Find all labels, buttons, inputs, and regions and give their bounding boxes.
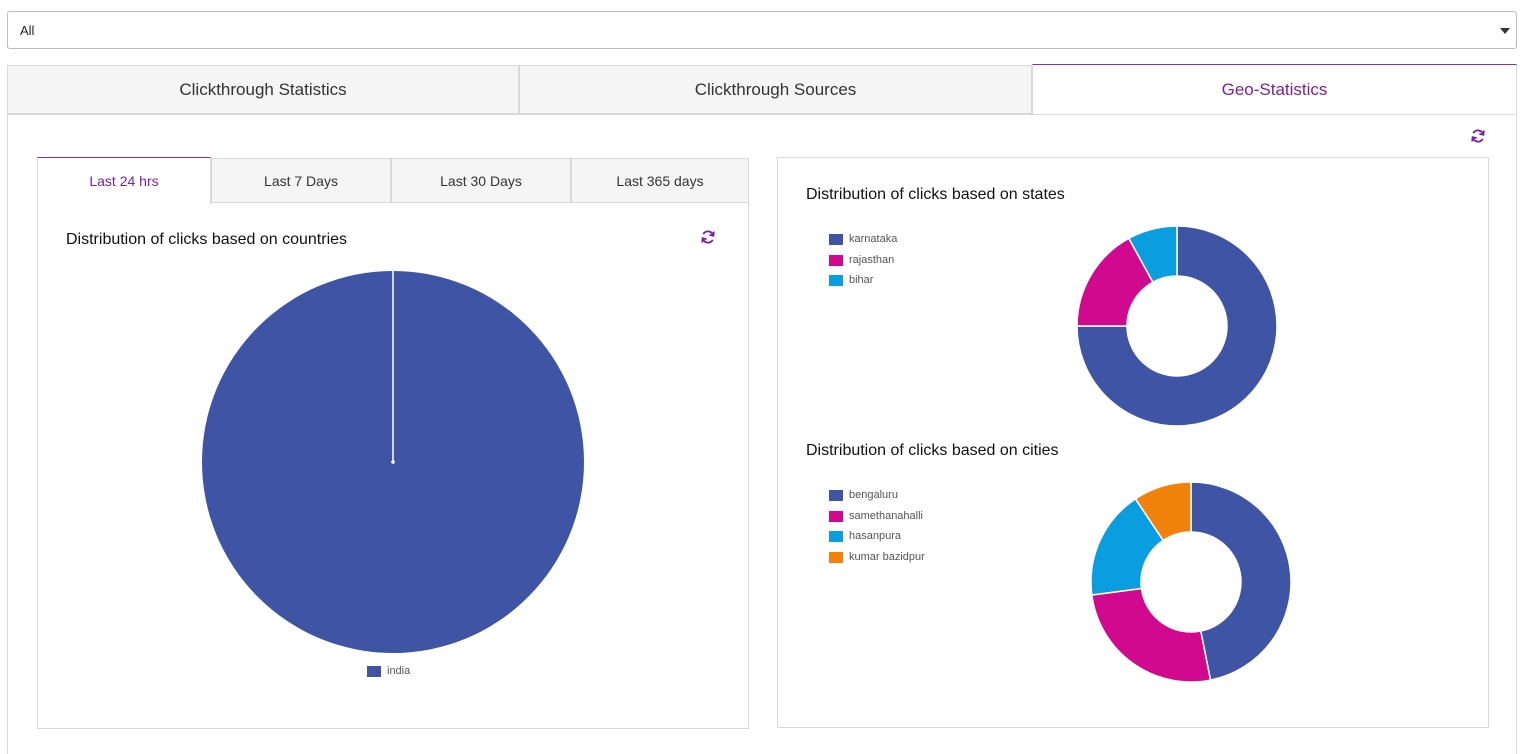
legend-swatch: [829, 510, 843, 522]
refresh-icon[interactable]: [1470, 128, 1486, 144]
countries-chart-body: [37, 203, 749, 729]
filter-select[interactable]: All: [7, 11, 1517, 49]
legend-swatch: [367, 665, 381, 677]
countries-chart-title: Distribution of clicks based on countrie…: [66, 231, 348, 248]
legend-swatch: [829, 551, 843, 563]
tab-geo-statistics[interactable]: Geo-Statistics: [1032, 64, 1517, 115]
countries-card: Last 24 hrs Last 7 Days Last 30 Days Las…: [37, 157, 749, 729]
legend-label: rajasthan: [849, 254, 895, 266]
legend-swatch: [829, 489, 843, 501]
filter-select-value: All: [20, 23, 35, 38]
pie-center-dot: [391, 460, 395, 464]
tab-last-30-days[interactable]: Last 30 Days: [391, 158, 571, 203]
time-range-tabs: Last 24 hrs Last 7 Days Last 30 Days Las…: [37, 157, 749, 204]
legend-item-kumar-bazidpur[interactable]: kumar bazidpur: [829, 551, 925, 563]
legend-swatch: [829, 530, 843, 542]
slice-kumar-bazidpur[interactable]: [1134, 481, 1192, 542]
tab-clickthrough-statistics[interactable]: Clickthrough Statistics: [7, 65, 519, 114]
tab-last-365-days[interactable]: Last 365 days: [571, 158, 749, 203]
legend-item-hasanpura[interactable]: hasanpura: [829, 530, 901, 542]
legend-item-bengaluru[interactable]: bengaluru: [829, 489, 898, 501]
legend-label: hasanpura: [849, 530, 901, 542]
states-chart-title: Distribution of clicks based on states: [806, 186, 1065, 203]
legend-item-samethanahalli[interactable]: samethanahalli: [829, 510, 923, 522]
legend-label: bengaluru: [849, 489, 898, 501]
legend-item-rajasthan[interactable]: rajasthan: [829, 254, 894, 266]
legend-label: bihar: [849, 274, 874, 286]
main-tabs: Clickthrough Statistics Clickthrough Sou…: [7, 64, 1517, 115]
legend-label: india: [387, 665, 411, 677]
legend-item-bihar[interactable]: bihar: [829, 274, 873, 286]
slice-samethanahalli[interactable]: [1091, 587, 1212, 683]
legend-label: kumar bazidpur: [849, 551, 925, 563]
tab-last-7-days[interactable]: Last 7 Days: [211, 158, 391, 203]
slice-karnataka[interactable]: [1076, 225, 1278, 427]
chevron-down-icon: [1500, 28, 1510, 34]
tab-last-24-hrs[interactable]: Last 24 hrs: [37, 157, 211, 204]
slice-bengaluru[interactable]: [1190, 481, 1292, 681]
cities-chart-title: Distribution of clicks based on cities: [806, 442, 1059, 459]
legend-swatch: [829, 274, 843, 286]
slice-bihar[interactable]: [1127, 225, 1178, 284]
states-cities-card: [777, 157, 1489, 728]
legend-swatch: [829, 233, 843, 245]
refresh-icon[interactable]: [700, 229, 716, 245]
legend-label: samethanahalli: [849, 510, 923, 522]
legend-item-india[interactable]: india: [367, 665, 410, 677]
tab-clickthrough-sources[interactable]: Clickthrough Sources: [519, 65, 1032, 114]
legend-label: karnataka: [849, 233, 898, 245]
legend-swatch: [829, 254, 843, 266]
legend-item-karnataka[interactable]: karnataka: [829, 233, 897, 245]
